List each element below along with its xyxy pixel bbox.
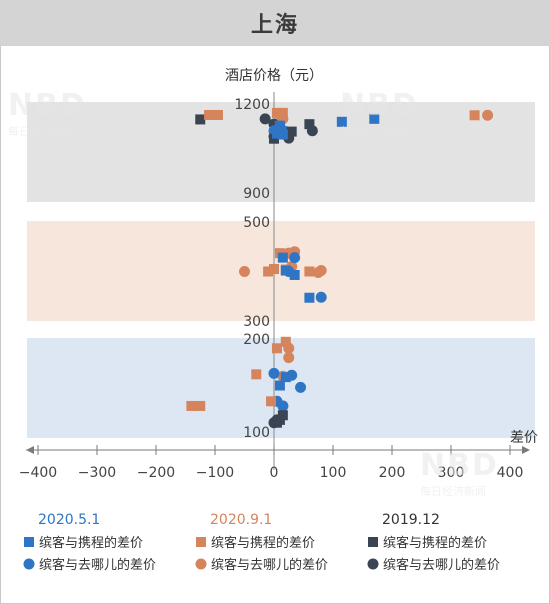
x-tick-label: 400 <box>497 465 524 481</box>
y-tick-label: 1200 <box>234 97 270 113</box>
data-point-circle <box>277 400 289 412</box>
data-point-circle <box>315 291 327 303</box>
data-point-circle <box>289 252 301 264</box>
data-point-square <box>263 266 274 277</box>
data-point-square <box>269 133 279 144</box>
data-point-square <box>304 266 315 277</box>
legend-label: 缤客与携程的差价 <box>383 535 487 551</box>
data-point-square <box>304 292 315 303</box>
data-point-circle <box>268 367 280 379</box>
legend-marker-square <box>24 537 34 547</box>
data-point-square <box>271 107 282 118</box>
legend-header: 2019.12 <box>382 512 440 528</box>
x-axis-left-arrow <box>26 446 34 454</box>
legend-label: 缤客与携程的差价 <box>211 535 315 551</box>
y-tick-label: 200 <box>243 332 270 348</box>
data-point-square <box>286 126 297 137</box>
data-point-square <box>204 109 215 120</box>
x-axis-right-arrow <box>522 446 530 454</box>
data-point-square <box>186 400 197 411</box>
data-point-square <box>289 269 300 280</box>
x-tick-label: 100 <box>320 465 347 481</box>
x-tick-label: 300 <box>438 465 465 481</box>
data-point-square <box>280 336 291 347</box>
data-point-square <box>369 113 380 124</box>
data-point-square <box>280 265 291 276</box>
y-axis-title: 酒店价格（元） <box>225 68 323 84</box>
x-tick-label: 0 <box>270 465 279 481</box>
legend-label: 缤客与去哪儿的差价 <box>383 557 500 573</box>
legend-marker-square <box>196 537 206 547</box>
data-point-square <box>469 110 480 121</box>
y-tick-label: 300 <box>243 314 270 330</box>
data-point-square <box>277 129 288 140</box>
legend-header: 2020.5.1 <box>38 512 100 528</box>
legend-marker-circle <box>195 558 207 570</box>
data-point-square <box>274 380 285 391</box>
chart-title: 上海 <box>250 13 299 38</box>
data-point-circle <box>312 266 324 278</box>
y-tick-label: 500 <box>243 215 270 231</box>
legend-marker-circle <box>23 558 35 570</box>
data-point-circle <box>482 109 494 121</box>
y-tick-label: 900 <box>243 186 270 202</box>
data-point-square <box>304 119 315 130</box>
data-point-square <box>277 252 288 263</box>
x-axis-title: 差价 <box>510 430 538 446</box>
data-point-square <box>271 417 282 428</box>
x-tick-label: −100 <box>196 465 234 481</box>
data-point-square <box>266 396 277 407</box>
data-point-square <box>195 400 206 411</box>
x-tick-label: −400 <box>19 465 57 481</box>
data-point-square <box>251 369 262 380</box>
data-point-square <box>269 264 279 275</box>
data-point-square <box>274 120 285 131</box>
data-point-circle <box>283 352 295 364</box>
y-tick-label: 100 <box>243 425 270 441</box>
legend-label: 缤客与去哪儿的差价 <box>39 557 156 573</box>
x-tick-label: −200 <box>137 465 175 481</box>
data-point-square <box>271 343 282 354</box>
legend-marker-circle <box>367 558 379 570</box>
title-bar: 上海 <box>0 0 550 46</box>
data-point-square <box>280 372 291 383</box>
data-point-square <box>277 410 288 421</box>
x-tick-label: 200 <box>379 465 406 481</box>
data-point-circle <box>295 381 307 393</box>
data-point-square <box>271 128 282 139</box>
x-tick-label: −300 <box>78 465 116 481</box>
legend-label: 缤客与去哪儿的差价 <box>211 557 328 573</box>
data-point-circle <box>259 113 271 125</box>
data-point-square <box>195 114 206 125</box>
data-point-square <box>336 116 347 127</box>
data-point-circle <box>239 266 250 277</box>
legend-header: 2020.9.1 <box>210 512 272 528</box>
data-point-square <box>212 109 223 120</box>
data-point-square <box>277 107 288 118</box>
legend-marker-square <box>368 537 378 547</box>
legend-label: 缤客与携程的差价 <box>39 535 143 551</box>
